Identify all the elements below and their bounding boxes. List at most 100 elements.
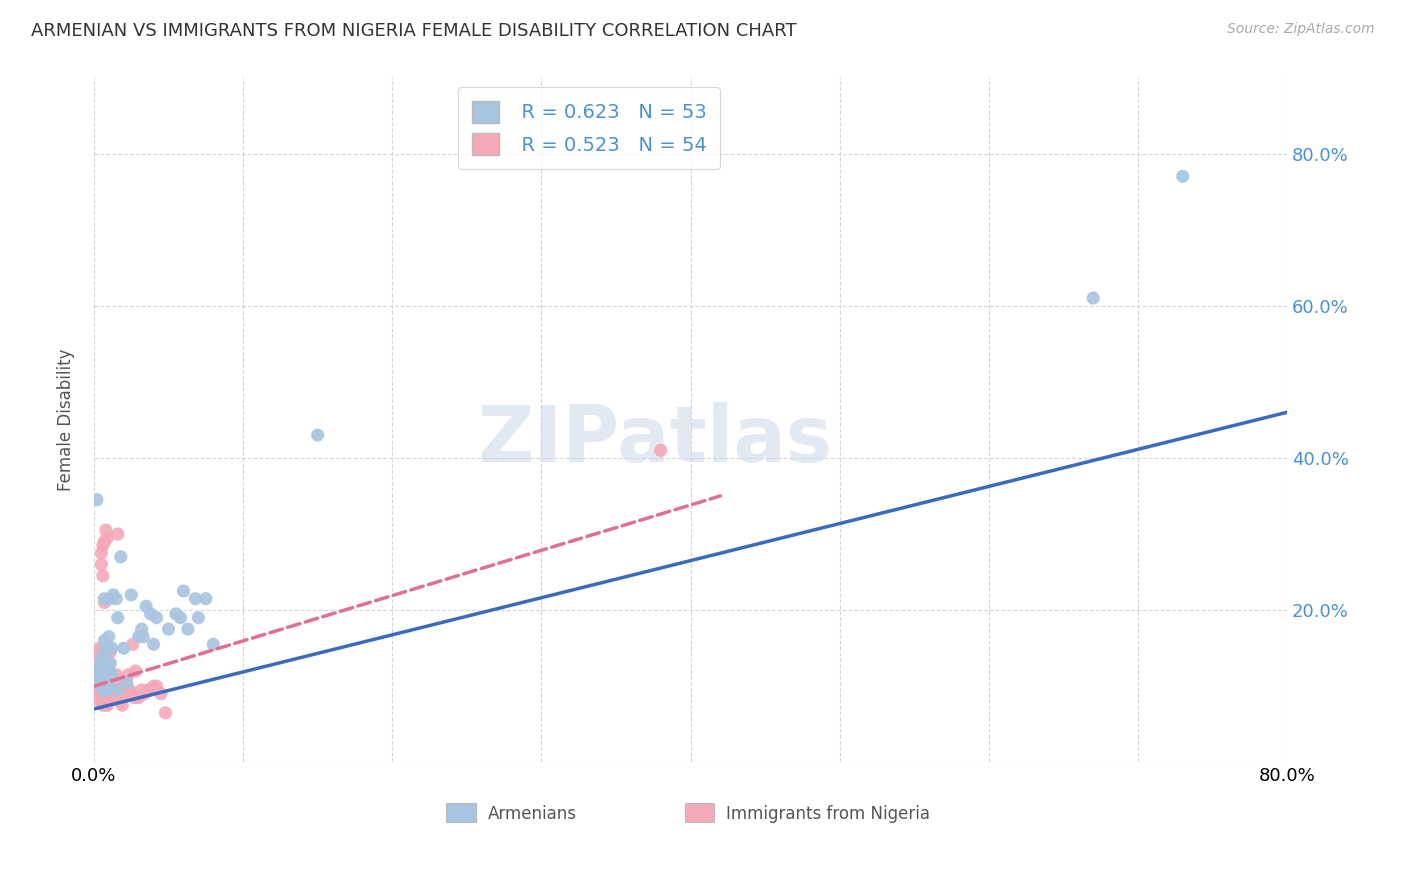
Text: Source: ZipAtlas.com: Source: ZipAtlas.com (1227, 22, 1375, 37)
Point (86, 679, 108, 693)
Point (84, 672, 107, 686)
Point (93, 633, 115, 648)
Point (89, 675, 111, 690)
Point (165, 607, 187, 621)
Point (97, 690, 120, 705)
Point (194, 591, 217, 606)
Point (97, 687, 120, 701)
Point (122, 690, 145, 705)
Point (97, 630, 120, 644)
Point (86, 687, 108, 701)
Point (118, 683, 141, 698)
Point (94, 523, 117, 537)
Point (103, 683, 125, 698)
Point (91, 683, 114, 698)
Point (111, 698, 134, 713)
Point (103, 588, 125, 602)
Point (115, 679, 138, 693)
Point (142, 679, 165, 693)
Point (90, 672, 112, 686)
Point (91, 569, 114, 583)
Point (96, 657, 118, 671)
Point (96, 641, 118, 656)
Point (172, 584, 194, 599)
Point (90, 546, 112, 560)
Point (89, 667, 111, 681)
Point (134, 687, 156, 701)
Point (94, 698, 117, 713)
Point (98, 645, 121, 659)
Point (91, 675, 114, 690)
Point (107, 610, 129, 624)
Point (202, 637, 225, 651)
Point (98, 657, 121, 671)
Point (90, 652, 112, 666)
Point (93, 534, 115, 549)
Point (187, 610, 209, 624)
Point (84, 664, 107, 678)
Point (93, 645, 115, 659)
Point (135, 599, 157, 614)
Point (125, 664, 148, 678)
Point (145, 679, 167, 693)
Point (94, 657, 117, 671)
Text: Armenians: Armenians (488, 805, 576, 823)
Point (128, 690, 150, 705)
Point (112, 641, 135, 656)
Point (157, 622, 180, 636)
Point (139, 683, 162, 698)
Point (650, 443, 672, 458)
Point (110, 549, 132, 564)
Point (96, 698, 118, 713)
Point (120, 588, 142, 602)
Point (110, 679, 132, 693)
Point (177, 622, 200, 636)
Point (128, 630, 150, 644)
Point (150, 687, 173, 701)
Point (105, 667, 128, 681)
Point (97, 679, 120, 693)
Legend:   R = 0.623   N = 53,   R = 0.523   N = 54: R = 0.623 N = 53, R = 0.523 N = 54 (458, 87, 720, 169)
Point (117, 667, 139, 681)
Point (93, 591, 115, 606)
Point (145, 610, 167, 624)
Point (87, 660, 110, 674)
Point (90, 694, 112, 708)
Point (107, 527, 129, 541)
Text: ARMENIAN VS IMMIGRANTS FROM NIGERIA FEMALE DISABILITY CORRELATION CHART: ARMENIAN VS IMMIGRANTS FROM NIGERIA FEMA… (31, 22, 797, 40)
Point (184, 591, 207, 606)
Point (96, 683, 118, 698)
Point (93, 595, 115, 609)
Point (94, 683, 117, 698)
Point (121, 637, 143, 651)
Point (87, 687, 110, 701)
Point (91, 698, 114, 713)
Point (1171, 169, 1194, 184)
Point (1083, 291, 1105, 305)
Point (101, 667, 124, 681)
Point (97, 664, 120, 678)
Point (91, 538, 114, 552)
Point (101, 690, 124, 705)
Point (89, 657, 111, 671)
Point (87, 645, 110, 659)
FancyBboxPatch shape (685, 804, 714, 822)
Point (86, 660, 108, 674)
Point (107, 683, 129, 698)
Point (142, 637, 165, 651)
Point (89, 641, 111, 656)
Point (139, 607, 162, 621)
Text: ZIPatlas: ZIPatlas (477, 402, 832, 478)
Point (89, 694, 111, 708)
Y-axis label: Female Disability: Female Disability (58, 349, 75, 491)
Point (101, 641, 124, 656)
Point (91, 660, 114, 674)
Point (86, 667, 108, 681)
Point (90, 679, 112, 693)
Point (104, 679, 127, 693)
FancyBboxPatch shape (446, 804, 475, 822)
Point (90, 558, 112, 572)
Point (136, 683, 159, 698)
Point (86, 492, 108, 507)
Point (108, 694, 131, 708)
